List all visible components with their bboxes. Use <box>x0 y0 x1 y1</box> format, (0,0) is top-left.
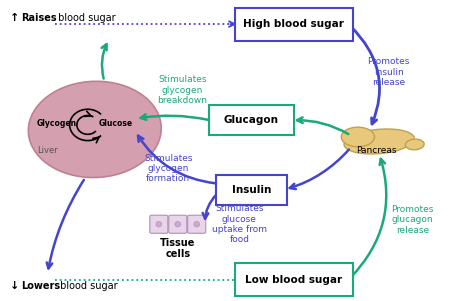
Ellipse shape <box>156 222 162 227</box>
Text: Glycogen: Glycogen <box>37 119 77 128</box>
FancyBboxPatch shape <box>169 215 187 233</box>
Text: Liver: Liver <box>37 146 58 155</box>
Text: Stimulates
glycogen
formation: Stimulates glycogen formation <box>144 154 192 184</box>
Text: Low blood sugar: Low blood sugar <box>246 275 342 285</box>
Text: Tissue
cells: Tissue cells <box>160 237 195 259</box>
Text: Glucose: Glucose <box>99 119 133 128</box>
Ellipse shape <box>344 129 414 154</box>
Text: Glucagon: Glucagon <box>224 115 279 126</box>
Text: Promotes
insulin
release: Promotes insulin release <box>367 57 410 87</box>
Text: Stimulates
glycogen
breakdown: Stimulates glycogen breakdown <box>157 75 208 105</box>
Text: blood sugar: blood sugar <box>55 13 115 23</box>
Ellipse shape <box>341 127 374 147</box>
FancyBboxPatch shape <box>235 263 353 296</box>
FancyBboxPatch shape <box>209 105 294 135</box>
Text: Stimulates
glucose
uptake from
food: Stimulates glucose uptake from food <box>212 204 267 244</box>
Text: blood sugar: blood sugar <box>57 281 118 291</box>
Text: ↑: ↑ <box>9 13 19 23</box>
FancyBboxPatch shape <box>216 175 287 205</box>
FancyBboxPatch shape <box>150 215 168 233</box>
FancyBboxPatch shape <box>235 8 353 41</box>
Ellipse shape <box>194 222 200 227</box>
Text: Raises: Raises <box>21 13 57 23</box>
Ellipse shape <box>28 81 161 178</box>
Text: Insulin: Insulin <box>231 185 271 195</box>
Ellipse shape <box>405 139 424 150</box>
Text: ↓: ↓ <box>9 281 19 291</box>
FancyBboxPatch shape <box>188 215 206 233</box>
Text: Promotes
glucagon
release: Promotes glucagon release <box>391 205 434 235</box>
Text: Pancreas: Pancreas <box>356 146 397 155</box>
Ellipse shape <box>175 222 181 227</box>
Text: Lowers: Lowers <box>21 281 61 291</box>
Text: High blood sugar: High blood sugar <box>244 19 344 29</box>
